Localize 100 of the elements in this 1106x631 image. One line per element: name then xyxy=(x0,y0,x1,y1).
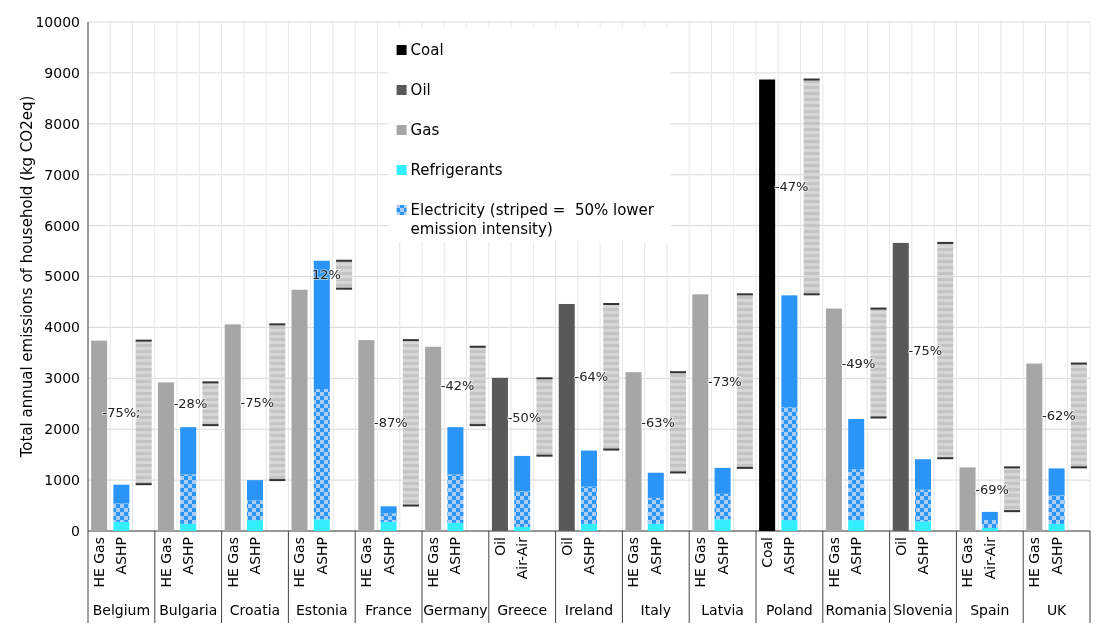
text: Italy xyxy=(640,602,671,618)
bar xyxy=(848,520,865,531)
text: Bulgaria xyxy=(159,602,218,618)
annotation: -28% xyxy=(173,396,208,412)
annotation: -75% xyxy=(908,343,943,359)
annotation: -73% xyxy=(708,373,742,389)
bar xyxy=(180,474,197,524)
x-tick-label: HE Gas xyxy=(425,537,442,588)
bar xyxy=(558,303,575,531)
bar xyxy=(180,523,197,531)
bar xyxy=(380,506,397,514)
bar xyxy=(647,523,664,531)
bar xyxy=(914,459,932,490)
x-tick-label: HE Gas xyxy=(157,537,174,588)
bar xyxy=(514,455,531,492)
bar xyxy=(759,79,776,531)
bar xyxy=(157,382,174,531)
bar xyxy=(580,450,598,487)
x-tick-label: ASHP xyxy=(246,537,263,575)
text: Croatia xyxy=(229,602,281,618)
legend-label: Electricity (striped = 50% lower emission intensity) xyxy=(410,201,655,239)
bar xyxy=(113,503,130,522)
x-tick-label: HE Gas xyxy=(291,537,308,588)
text: Greece xyxy=(497,602,548,618)
bar xyxy=(380,513,397,522)
x-tick-label: ASHP xyxy=(380,537,397,575)
legend-label: Gas xyxy=(410,121,440,140)
y-tick-label: 10000 xyxy=(35,13,80,30)
bar xyxy=(447,522,464,531)
y-tick-label: 8000 xyxy=(44,115,80,132)
bar xyxy=(246,480,264,501)
bar xyxy=(246,520,264,531)
bar xyxy=(447,474,464,523)
bar xyxy=(291,289,308,531)
x-tick-label: ASHP xyxy=(714,537,731,575)
x-tick-label: HE Gas xyxy=(358,537,375,588)
x-tick-label: Oil xyxy=(558,537,575,556)
x-tick-label: HE Gas xyxy=(91,537,108,588)
x-tick-label: ASHP xyxy=(781,537,798,575)
x-tick-label: HE Gas xyxy=(625,537,642,588)
annotation: -49% xyxy=(841,355,876,371)
bar xyxy=(514,526,531,531)
y-tick-label: 0 xyxy=(71,522,80,539)
y-tick-label: 1000 xyxy=(44,472,80,488)
x-tick-label: ASHP xyxy=(313,537,330,575)
annotation: -75% xyxy=(240,394,275,410)
bar xyxy=(313,388,330,520)
text: Latvia xyxy=(701,602,744,618)
bar xyxy=(246,500,264,521)
bar xyxy=(380,521,397,531)
x-tick-label: ASHP xyxy=(113,537,130,575)
y-tick-label: 5000 xyxy=(44,268,80,285)
bar xyxy=(113,521,130,531)
bar xyxy=(914,489,932,522)
x-tick-label: HE Gas xyxy=(692,537,709,588)
bar xyxy=(981,511,998,521)
text: Spain xyxy=(970,602,1010,618)
bar xyxy=(358,340,375,531)
x-tick-label: ASHP xyxy=(447,537,464,575)
annotation: -64% xyxy=(574,369,609,385)
x-tick-label: ASHP xyxy=(848,537,865,575)
bar xyxy=(491,377,508,531)
y-tick-label: 9000 xyxy=(44,64,80,81)
annotation: -47% xyxy=(774,179,809,195)
x-tick-label: ASHP xyxy=(580,537,597,575)
x-tick-label: ASHP xyxy=(180,537,197,575)
bar xyxy=(848,469,865,521)
bar xyxy=(1048,523,1065,531)
bar xyxy=(1026,363,1043,531)
x-tick-label: Coal xyxy=(759,537,776,568)
bar xyxy=(714,519,731,531)
y-tick-label: 7000 xyxy=(44,166,80,183)
bar xyxy=(981,520,998,528)
annotation: -62% xyxy=(1042,408,1076,424)
y-tick-label: 2000 xyxy=(44,421,80,438)
x-tick-label: Air-Air xyxy=(981,536,998,580)
text: Poland xyxy=(766,602,813,618)
x-tick-label: HE Gas xyxy=(959,537,976,588)
x-tick-label: ASHP xyxy=(1048,537,1065,575)
bar xyxy=(580,486,598,524)
x-tick-label: HE Gas xyxy=(1026,537,1043,588)
bar xyxy=(714,493,731,520)
bar xyxy=(848,419,865,470)
bar xyxy=(781,520,798,531)
x-tick-label: Air-Air xyxy=(514,536,531,580)
bar xyxy=(714,467,731,494)
bar xyxy=(313,519,330,531)
bar xyxy=(647,472,664,498)
bar xyxy=(647,497,664,524)
text: Germany xyxy=(423,602,488,618)
legend-label: Refrigerants xyxy=(410,161,503,180)
x-tick-label: HE Gas xyxy=(825,537,842,588)
annotation: -87% xyxy=(374,415,408,431)
bar xyxy=(892,242,909,531)
bar xyxy=(692,294,709,531)
legend-label: Oil xyxy=(410,81,431,100)
text: Estonia xyxy=(296,602,348,618)
bar xyxy=(113,484,130,504)
bar xyxy=(981,527,998,531)
bar xyxy=(1048,495,1065,524)
